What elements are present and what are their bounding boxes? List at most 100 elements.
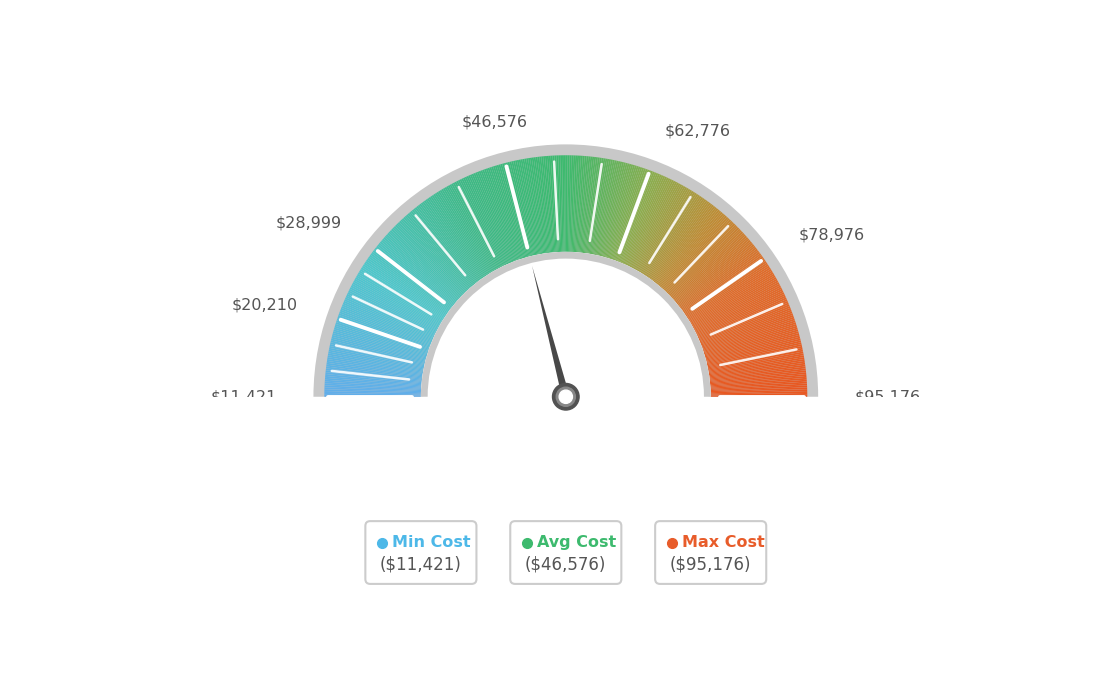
Wedge shape: [614, 169, 648, 260]
Wedge shape: [652, 204, 712, 282]
Wedge shape: [645, 194, 699, 275]
Wedge shape: [607, 166, 637, 258]
Wedge shape: [687, 264, 768, 318]
Wedge shape: [710, 376, 807, 386]
Text: ($46,576): ($46,576): [526, 555, 606, 573]
Wedge shape: [626, 177, 667, 265]
Wedge shape: [684, 259, 765, 315]
Wedge shape: [449, 184, 497, 270]
Wedge shape: [678, 243, 753, 305]
Wedge shape: [452, 184, 498, 269]
Wedge shape: [456, 181, 501, 268]
Wedge shape: [423, 201, 480, 280]
Wedge shape: [421, 252, 711, 397]
Wedge shape: [395, 225, 464, 295]
Wedge shape: [649, 199, 707, 279]
Wedge shape: [391, 228, 461, 297]
Wedge shape: [357, 274, 442, 324]
Wedge shape: [673, 235, 747, 301]
Wedge shape: [704, 326, 797, 355]
Wedge shape: [379, 243, 454, 305]
Wedge shape: [524, 159, 542, 254]
Wedge shape: [701, 310, 792, 346]
Wedge shape: [711, 387, 807, 392]
Wedge shape: [711, 393, 807, 395]
Wedge shape: [644, 193, 697, 275]
Wedge shape: [354, 279, 439, 327]
Wedge shape: [369, 257, 448, 313]
Wedge shape: [491, 166, 522, 259]
Wedge shape: [672, 233, 744, 299]
Wedge shape: [577, 156, 586, 253]
Circle shape: [559, 390, 573, 404]
Wedge shape: [670, 228, 741, 297]
Wedge shape: [539, 157, 551, 253]
Circle shape: [556, 387, 575, 406]
Wedge shape: [664, 218, 730, 290]
Wedge shape: [576, 156, 585, 253]
Text: $11,421: $11,421: [211, 389, 277, 404]
Wedge shape: [627, 178, 670, 266]
Wedge shape: [659, 212, 723, 286]
Wedge shape: [413, 208, 475, 284]
Wedge shape: [314, 144, 818, 397]
Wedge shape: [583, 157, 596, 253]
Wedge shape: [702, 315, 794, 348]
Wedge shape: [703, 322, 796, 353]
Wedge shape: [330, 340, 425, 364]
Wedge shape: [686, 261, 766, 316]
Wedge shape: [708, 344, 802, 366]
Wedge shape: [389, 231, 460, 298]
Wedge shape: [527, 158, 543, 254]
Wedge shape: [326, 372, 422, 383]
Wedge shape: [392, 227, 463, 296]
Wedge shape: [328, 355, 423, 373]
Wedge shape: [616, 170, 651, 262]
Wedge shape: [325, 386, 421, 391]
Wedge shape: [327, 359, 423, 375]
Wedge shape: [327, 361, 423, 376]
Wedge shape: [582, 157, 594, 253]
Wedge shape: [693, 280, 778, 328]
Wedge shape: [560, 155, 563, 252]
Wedge shape: [428, 197, 485, 277]
Wedge shape: [633, 182, 679, 268]
Wedge shape: [376, 246, 453, 307]
Wedge shape: [635, 184, 682, 270]
Wedge shape: [584, 157, 598, 253]
Wedge shape: [670, 230, 742, 297]
Wedge shape: [382, 239, 456, 303]
Wedge shape: [329, 348, 424, 368]
Wedge shape: [711, 384, 807, 390]
Wedge shape: [571, 155, 575, 252]
Wedge shape: [424, 200, 481, 279]
Wedge shape: [711, 395, 807, 397]
Wedge shape: [680, 248, 757, 309]
Wedge shape: [711, 391, 807, 395]
Wedge shape: [679, 246, 755, 307]
Wedge shape: [384, 235, 458, 301]
Wedge shape: [578, 156, 588, 253]
Wedge shape: [636, 185, 683, 270]
Wedge shape: [615, 170, 649, 261]
Wedge shape: [482, 170, 517, 261]
Wedge shape: [508, 162, 532, 256]
Wedge shape: [459, 179, 503, 266]
Wedge shape: [326, 368, 422, 381]
Wedge shape: [655, 206, 715, 283]
Wedge shape: [668, 225, 736, 295]
Wedge shape: [375, 247, 452, 308]
Wedge shape: [681, 252, 760, 310]
Wedge shape: [708, 346, 803, 367]
Wedge shape: [530, 157, 545, 253]
Wedge shape: [417, 205, 478, 282]
Wedge shape: [342, 303, 433, 342]
Wedge shape: [623, 175, 661, 264]
Wedge shape: [360, 269, 443, 321]
Wedge shape: [367, 259, 447, 315]
Wedge shape: [468, 175, 508, 264]
Wedge shape: [448, 185, 496, 270]
Wedge shape: [704, 324, 797, 354]
Wedge shape: [613, 168, 646, 260]
Wedge shape: [625, 176, 666, 265]
